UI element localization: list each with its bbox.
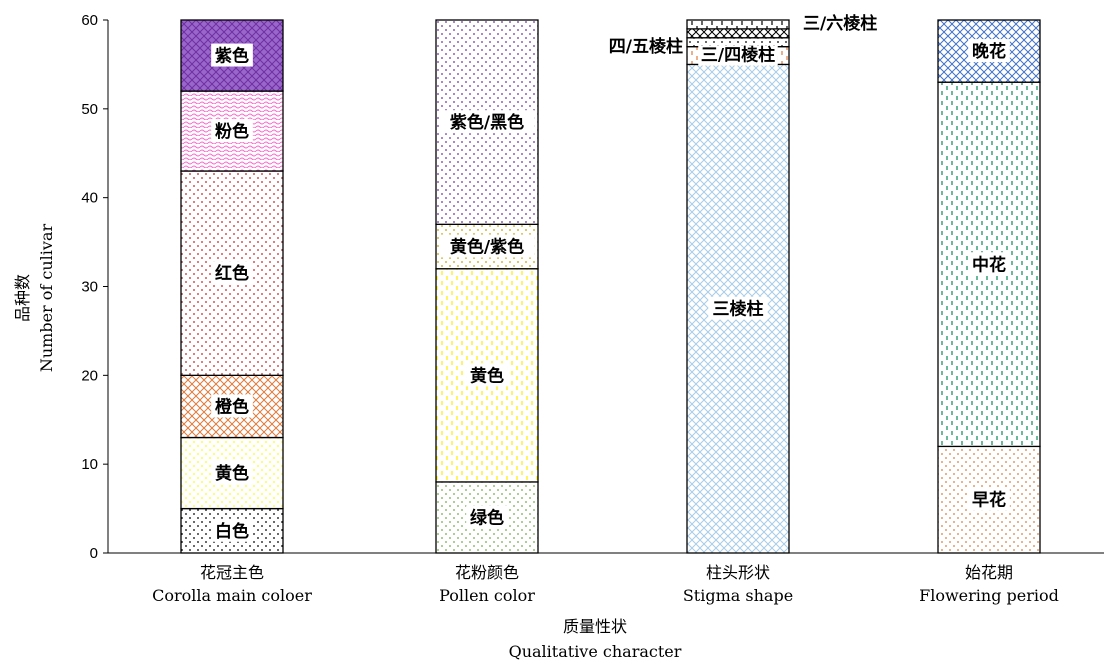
y-axis-title: 品种数 — [13, 274, 32, 322]
segment-label-三棱柱: 三棱柱 — [713, 299, 764, 320]
y-axis-title-en: Number of culivar — [37, 224, 56, 373]
segment-label-bg — [466, 363, 508, 387]
segment-label-bg — [211, 461, 253, 485]
bar-segment-3-5 — [686, 19, 790, 30]
segment-label-bg — [439, 110, 535, 134]
bar-stack-1: 白色 黄色 橙色 红色 粉色 紫色 — [180, 19, 284, 554]
segment-label-中花: 中花 — [972, 254, 1006, 275]
segment-label-bg — [968, 252, 1010, 276]
segment-label-三-四棱柱: 三/四棱柱 — [701, 45, 775, 66]
y-tick-label: 50 — [81, 101, 98, 118]
axes: 0 10 20 30 40 50 60 花冠主色 Corolla main coloer 花粉颜… — [81, 12, 1104, 605]
x-axis-title-en: Qualitative character — [509, 642, 682, 661]
segment-label-bg — [439, 234, 535, 258]
segment-label-绿色: 绿色 — [470, 507, 504, 528]
x-category-label-en: Corolla main coloer — [152, 586, 312, 605]
x-category-label-en: Pollen color — [439, 586, 535, 605]
x-category-labels: 花冠主色 Corolla main coloer 花粉颜色 Pollen color 柱… — [152, 563, 1059, 605]
x-category-label-zh: 花冠主色 — [200, 563, 264, 582]
x-category-label-zh: 花粉颜色 — [455, 563, 519, 582]
segment-label-bg — [211, 394, 253, 418]
bar-segment-3-4 — [686, 28, 790, 39]
x-category-label-en: Stigma shape — [683, 586, 793, 605]
segment-label-bg — [211, 43, 253, 67]
segment-label-黄色: 黄色 — [470, 365, 504, 386]
segment-label-bg — [968, 39, 1010, 63]
x-category-label-zh: 始花期 — [965, 563, 1013, 582]
y-tick-label: 30 — [81, 279, 98, 296]
y-ticks: 0 10 20 30 40 50 60 — [81, 12, 108, 562]
x-category-label-zh: 柱头形状 — [706, 563, 770, 582]
segment-label-bg — [466, 505, 508, 529]
x-axis-title: 质量性状 — [563, 617, 627, 636]
segment-label-bg — [698, 45, 778, 66]
x-category-label-en: Flowering period — [919, 586, 1059, 605]
segment-label-三-六棱柱: 三/六棱柱 — [803, 13, 877, 34]
plot-area: 白色黄色橙色红色粉色紫色绿色黄色黄色/紫色紫色/黑色三棱柱三/四棱柱四/五棱柱三… — [180, 13, 1041, 554]
segment-label-红色: 红色 — [215, 263, 249, 284]
segment-label-黄色: 黄色 — [215, 463, 249, 484]
segment-label-bg — [968, 487, 1010, 511]
bar-stack-2: 绿色 黄色 黄色/紫色 紫色/黑色 — [435, 19, 539, 554]
segment-label-紫色-黑色: 紫色/黑色 — [450, 112, 524, 133]
y-tick-label: 10 — [81, 456, 98, 473]
segment-label-粉色: 粉色 — [215, 121, 249, 142]
segment-label-bg — [708, 296, 768, 320]
segment-label-白色: 白色 — [215, 521, 249, 542]
segment-label-晚花: 晚花 — [972, 41, 1006, 62]
y-tick-label: 0 — [90, 545, 98, 562]
segment-label-bg — [211, 518, 253, 542]
segment-label-四-五棱柱: 四/五棱柱 — [609, 36, 683, 57]
y-tick-label: 60 — [81, 12, 98, 29]
segment-label-早花: 早花 — [972, 490, 1006, 511]
segment-label-紫色: 紫色 — [215, 46, 249, 67]
segment-label-黄色-紫色: 黄色/紫色 — [450, 237, 524, 258]
segment-label-bg — [211, 261, 253, 285]
y-tick-label: 20 — [81, 367, 98, 384]
y-tick-label: 40 — [81, 190, 98, 207]
segment-label-bg — [211, 119, 253, 143]
segment-label-橙色: 橙色 — [215, 396, 249, 417]
